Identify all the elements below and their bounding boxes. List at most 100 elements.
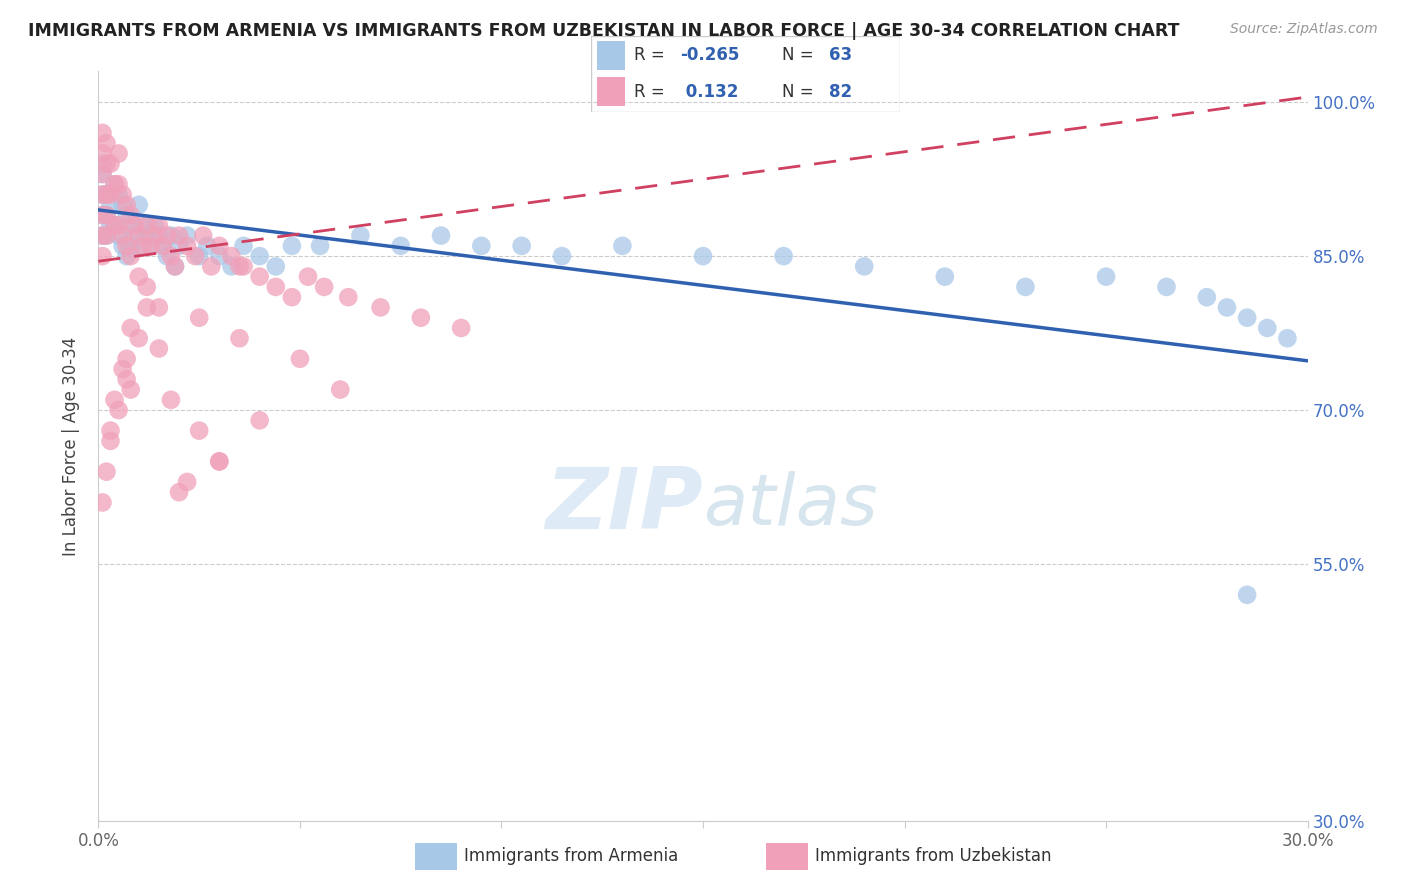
Point <box>160 249 183 263</box>
Point <box>188 249 211 263</box>
Point <box>132 239 155 253</box>
Point <box>128 228 150 243</box>
Point <box>120 321 142 335</box>
Point <box>96 136 118 151</box>
Point <box>120 219 142 233</box>
Point <box>139 239 162 253</box>
Point <box>96 228 118 243</box>
Point <box>143 228 166 243</box>
Text: R =: R = <box>634 46 669 64</box>
Point <box>288 351 311 366</box>
Point <box>91 208 114 222</box>
Point <box>163 260 186 274</box>
Point <box>96 228 118 243</box>
Point <box>167 239 190 253</box>
Point <box>128 198 150 212</box>
Point <box>91 146 114 161</box>
Point <box>228 331 250 345</box>
Point <box>107 403 129 417</box>
Point <box>389 239 412 253</box>
FancyBboxPatch shape <box>596 78 624 106</box>
Text: Source: ZipAtlas.com: Source: ZipAtlas.com <box>1230 22 1378 37</box>
Point <box>1195 290 1218 304</box>
Text: atlas: atlas <box>703 472 877 541</box>
Point <box>208 249 231 263</box>
Point <box>91 187 114 202</box>
Point <box>232 260 254 274</box>
Point <box>470 239 492 253</box>
Text: 82: 82 <box>828 83 852 101</box>
Point <box>128 269 150 284</box>
Point <box>143 219 166 233</box>
Point <box>103 178 125 192</box>
Point <box>148 219 170 233</box>
Text: 63: 63 <box>828 46 852 64</box>
Point <box>1156 280 1178 294</box>
Point <box>249 269 271 284</box>
Point <box>249 249 271 263</box>
Point <box>91 208 114 222</box>
Point <box>115 239 138 253</box>
Point <box>1095 269 1118 284</box>
Point <box>160 392 183 407</box>
Point <box>176 475 198 489</box>
Point <box>91 228 114 243</box>
Point <box>115 249 138 263</box>
Point <box>612 239 634 253</box>
Text: IMMIGRANTS FROM ARMENIA VS IMMIGRANTS FROM UZBEKISTAN IN LABOR FORCE | AGE 30-34: IMMIGRANTS FROM ARMENIA VS IMMIGRANTS FR… <box>28 22 1180 40</box>
Point <box>163 260 186 274</box>
Point <box>148 301 170 315</box>
Point <box>135 228 157 243</box>
Point <box>430 228 453 243</box>
Point <box>551 249 574 263</box>
Point <box>120 208 142 222</box>
Point <box>176 239 198 253</box>
Point <box>111 198 134 212</box>
Point <box>128 331 150 345</box>
Point <box>1277 331 1299 345</box>
Point <box>100 219 122 233</box>
Point <box>107 146 129 161</box>
FancyBboxPatch shape <box>596 41 624 70</box>
Y-axis label: In Labor Force | Age 30-34: In Labor Force | Age 30-34 <box>62 336 80 556</box>
Point <box>96 465 118 479</box>
Text: N =: N = <box>782 83 820 101</box>
Point <box>264 260 287 274</box>
Point <box>111 239 134 253</box>
Point <box>111 228 134 243</box>
Point <box>167 228 190 243</box>
Point <box>103 178 125 192</box>
Point <box>107 187 129 202</box>
Point <box>135 280 157 294</box>
Point <box>115 198 138 212</box>
Point <box>1256 321 1278 335</box>
Point <box>1216 301 1239 315</box>
Point <box>1236 310 1258 325</box>
Point <box>167 485 190 500</box>
Point <box>103 219 125 233</box>
Point <box>100 198 122 212</box>
Text: -0.265: -0.265 <box>681 46 740 64</box>
Point <box>100 424 122 438</box>
Point <box>193 228 215 243</box>
Point <box>96 157 118 171</box>
Point <box>107 219 129 233</box>
Point <box>208 239 231 253</box>
Point <box>91 187 114 202</box>
Point <box>91 126 114 140</box>
Point <box>91 249 114 263</box>
Point <box>96 187 118 202</box>
Point <box>115 351 138 366</box>
Point <box>148 342 170 356</box>
Point <box>188 424 211 438</box>
Point <box>281 290 304 304</box>
Point <box>135 219 157 233</box>
Point <box>91 167 114 181</box>
Point <box>96 208 118 222</box>
Point <box>195 239 218 253</box>
Text: Immigrants from Armenia: Immigrants from Armenia <box>464 847 678 865</box>
Point <box>1236 588 1258 602</box>
Point <box>692 249 714 263</box>
Point <box>934 269 956 284</box>
Point <box>128 239 150 253</box>
